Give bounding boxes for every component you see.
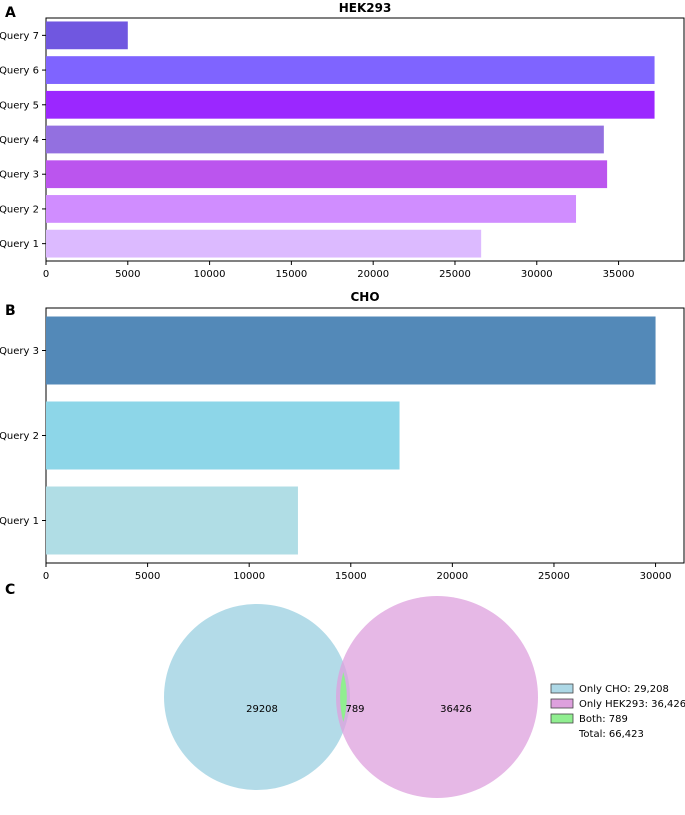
venn-circle-hek293	[336, 596, 538, 798]
hek293-x-tick-label: 25000	[439, 269, 471, 280]
hek293-bar-query-2	[46, 195, 577, 223]
hek293-bar-query-7	[46, 21, 128, 50]
cho-x-tick-label: 5000	[135, 571, 160, 582]
cho-y-tick-label: Query 2	[0, 431, 39, 442]
panel-letter-a: A	[5, 5, 16, 21]
legend-label-hek293: Only HEK293: 36,426	[579, 699, 685, 710]
legend-swatch-both	[550, 713, 574, 724]
hek293-x-tick-label: 5000	[115, 269, 140, 280]
panel-letter-c: C	[5, 582, 15, 598]
legend-swatch-hek293	[550, 698, 574, 709]
cho-x-tick-label: 10000	[233, 571, 265, 582]
hek293-x-tick-label: 15000	[275, 269, 307, 280]
hek293-y-tick-label: Query 2	[0, 204, 39, 215]
hek293-y-tick-label: Query 1	[0, 239, 39, 250]
panel-letter-b: B	[5, 303, 16, 319]
cho-y-tick-label: Query 3	[0, 346, 39, 357]
cho-x-tick-label: 30000	[640, 571, 672, 582]
legend-label-cho: Only CHO: 29,208	[579, 684, 669, 695]
cho-y-tick-label: Query 1	[0, 516, 39, 527]
hek293-bar-query-5	[46, 90, 655, 119]
venn-diagram: 29208 789 36426 Only CHO: 29,208 Only HE…	[164, 596, 685, 798]
hek293-bar-chart: HEK293 Query 1 Query 2 Query 3 Query 4 Query…	[0, 1, 685, 280]
legend-label-both: Both: 789	[579, 714, 628, 725]
hek293-bar-query-4	[46, 125, 604, 154]
venn-legend: Only CHO: 29,208 Only HEK293: 36,426 Bot…	[550, 683, 685, 740]
cho-x-tick-label: 15000	[335, 571, 367, 582]
cho-chart-title: CHO	[350, 290, 379, 304]
legend-swatch-cho	[550, 683, 574, 694]
cho-bar-query-3	[46, 316, 656, 385]
venn-label-both: 789	[345, 704, 364, 715]
hek293-x-tick-label: 35000	[603, 269, 635, 280]
cho-x-tick-label: 20000	[436, 571, 468, 582]
cho-bar-query-1	[46, 486, 298, 555]
venn-circle-cho	[164, 604, 350, 790]
venn-intersection	[340, 672, 347, 722]
venn-label-hek293-only: 36426	[440, 704, 472, 715]
cho-bar-chart: CHO Query 1 Query 2 Query 3 0 5000 10000 1500…	[0, 290, 685, 582]
hek293-y-tick-label: Query 7	[0, 31, 39, 42]
hek293-x-tick-label: 10000	[194, 269, 226, 280]
cho-x-tick-label: 0	[43, 571, 49, 582]
hek293-y-tick-label: Query 5	[0, 100, 39, 111]
hek293-chart-title: HEK293	[339, 1, 392, 15]
cho-x-tick-label: 25000	[538, 571, 570, 582]
hek293-x-tick-label: 20000	[357, 269, 389, 280]
hek293-y-tick-label: Query 3	[0, 170, 39, 181]
hek293-bar-query-6	[46, 56, 655, 84]
venn-label-cho-only: 29208	[246, 704, 278, 715]
hek293-bar-query-1	[46, 229, 482, 258]
hek293-x-tick-label: 0	[43, 269, 49, 280]
hek293-x-tick-label: 30000	[521, 269, 553, 280]
legend-label-total: Total: 66,423	[578, 729, 644, 740]
hek293-y-tick-label: Query 4	[0, 135, 39, 146]
hek293-bar-query-3	[46, 160, 608, 189]
cho-bar-query-2	[46, 401, 400, 470]
hek293-y-tick-label: Query 6	[0, 66, 39, 77]
